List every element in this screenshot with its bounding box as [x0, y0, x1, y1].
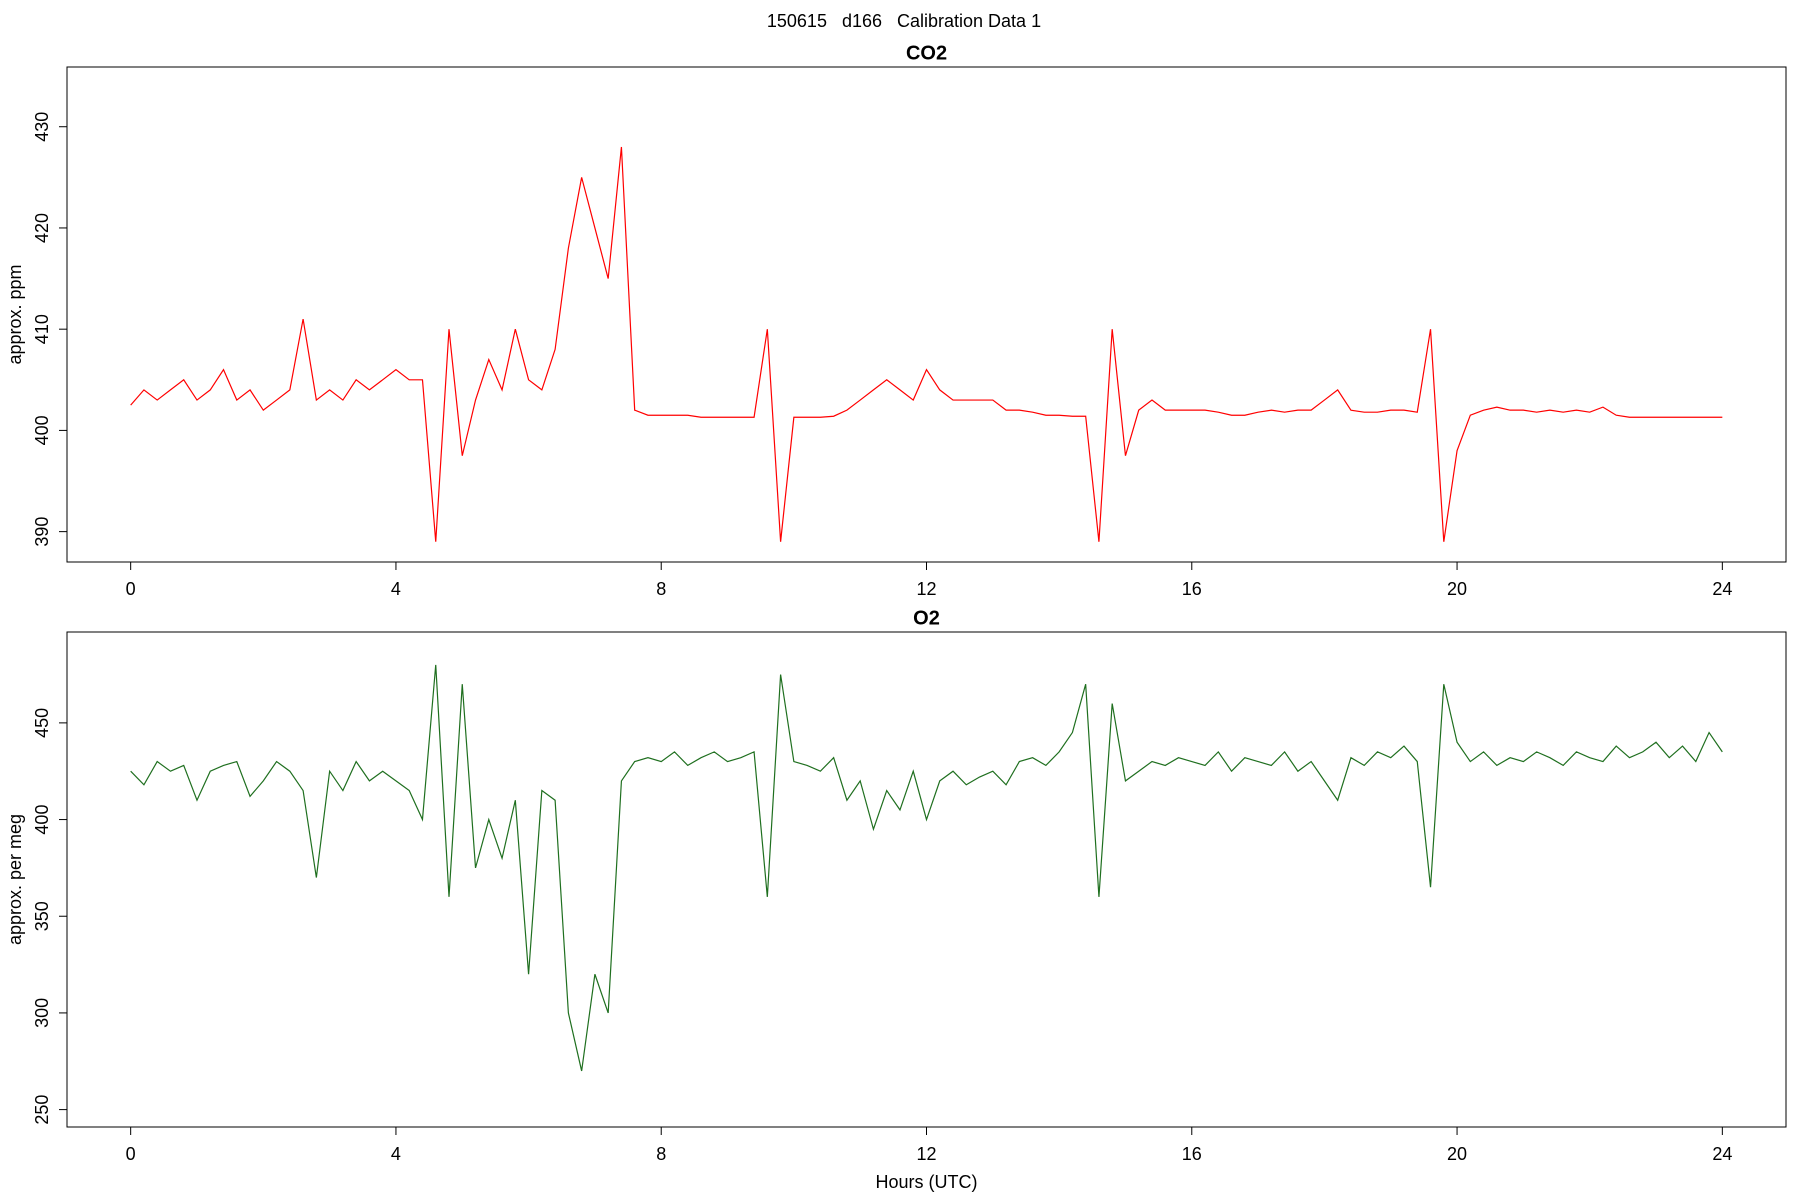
plot-frame: [66, 631, 1787, 1128]
x-tick-label: 4: [391, 579, 401, 599]
data-line: [130, 664, 1723, 1072]
panel-title: O2: [913, 607, 940, 629]
page-title: 150615 d166 Calibration Data 1: [767, 11, 1041, 31]
x-tick-label: 24: [1712, 579, 1732, 599]
data-line: [130, 146, 1723, 542]
y-axis-label: approx. per meg: [5, 814, 25, 945]
y-tick-label: 430: [32, 112, 52, 142]
x-tick-label: 12: [916, 1144, 936, 1164]
y-tick-label: 400: [32, 805, 52, 835]
x-tick-label: 16: [1182, 1144, 1202, 1164]
y-tick-label: 420: [32, 213, 52, 243]
x-tick-label: 16: [1182, 579, 1202, 599]
x-tick-label: 20: [1447, 1144, 1467, 1164]
y-axis-label: approx. ppm: [5, 264, 25, 364]
x-tick-label: 20: [1447, 579, 1467, 599]
y-tick-label: 250: [32, 1095, 52, 1125]
y-tick-label: 400: [32, 415, 52, 445]
x-tick-label: 8: [656, 579, 666, 599]
y-tick-label: 350: [32, 901, 52, 931]
y-tick-label: 450: [32, 708, 52, 738]
x-axis-label: Hours (UTC): [876, 1172, 978, 1192]
y-tick-label: 390: [32, 517, 52, 547]
y-tick-label: 410: [32, 314, 52, 344]
y-tick-label: 300: [32, 998, 52, 1028]
x-tick-label: 0: [126, 579, 136, 599]
panel-title: CO2: [906, 42, 947, 64]
x-tick-label: 24: [1712, 1144, 1732, 1164]
x-tick-label: 4: [391, 1144, 401, 1164]
x-tick-label: 12: [916, 579, 936, 599]
plot-frame: [66, 66, 1787, 563]
x-tick-label: 8: [656, 1144, 666, 1164]
x-tick-label: 0: [126, 1144, 136, 1164]
